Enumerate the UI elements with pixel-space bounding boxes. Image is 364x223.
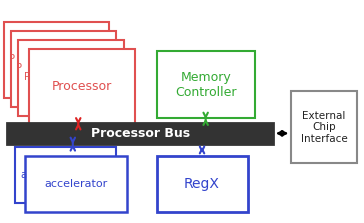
Text: P: P	[16, 63, 22, 73]
Bar	[29, 49, 135, 125]
Text: P: P	[24, 72, 29, 82]
Text: accelerator: accelerator	[45, 179, 108, 189]
Bar	[157, 156, 248, 212]
Bar	[15, 147, 116, 203]
Bar	[4, 22, 109, 98]
Bar	[18, 40, 124, 116]
Text: Processor Bus: Processor Bus	[91, 127, 190, 140]
Text: Processor: Processor	[52, 81, 112, 93]
Text: Memory
Controller: Memory Controller	[175, 71, 236, 99]
Bar	[7, 123, 273, 144]
Text: a: a	[20, 170, 26, 180]
Bar	[25, 156, 127, 212]
Bar	[157, 51, 255, 118]
Text: P: P	[9, 54, 15, 64]
Text: RegX: RegX	[184, 177, 220, 191]
Bar	[11, 31, 116, 107]
Bar	[291, 91, 357, 163]
Text: External
Chip
Interface: External Chip Interface	[301, 111, 347, 144]
